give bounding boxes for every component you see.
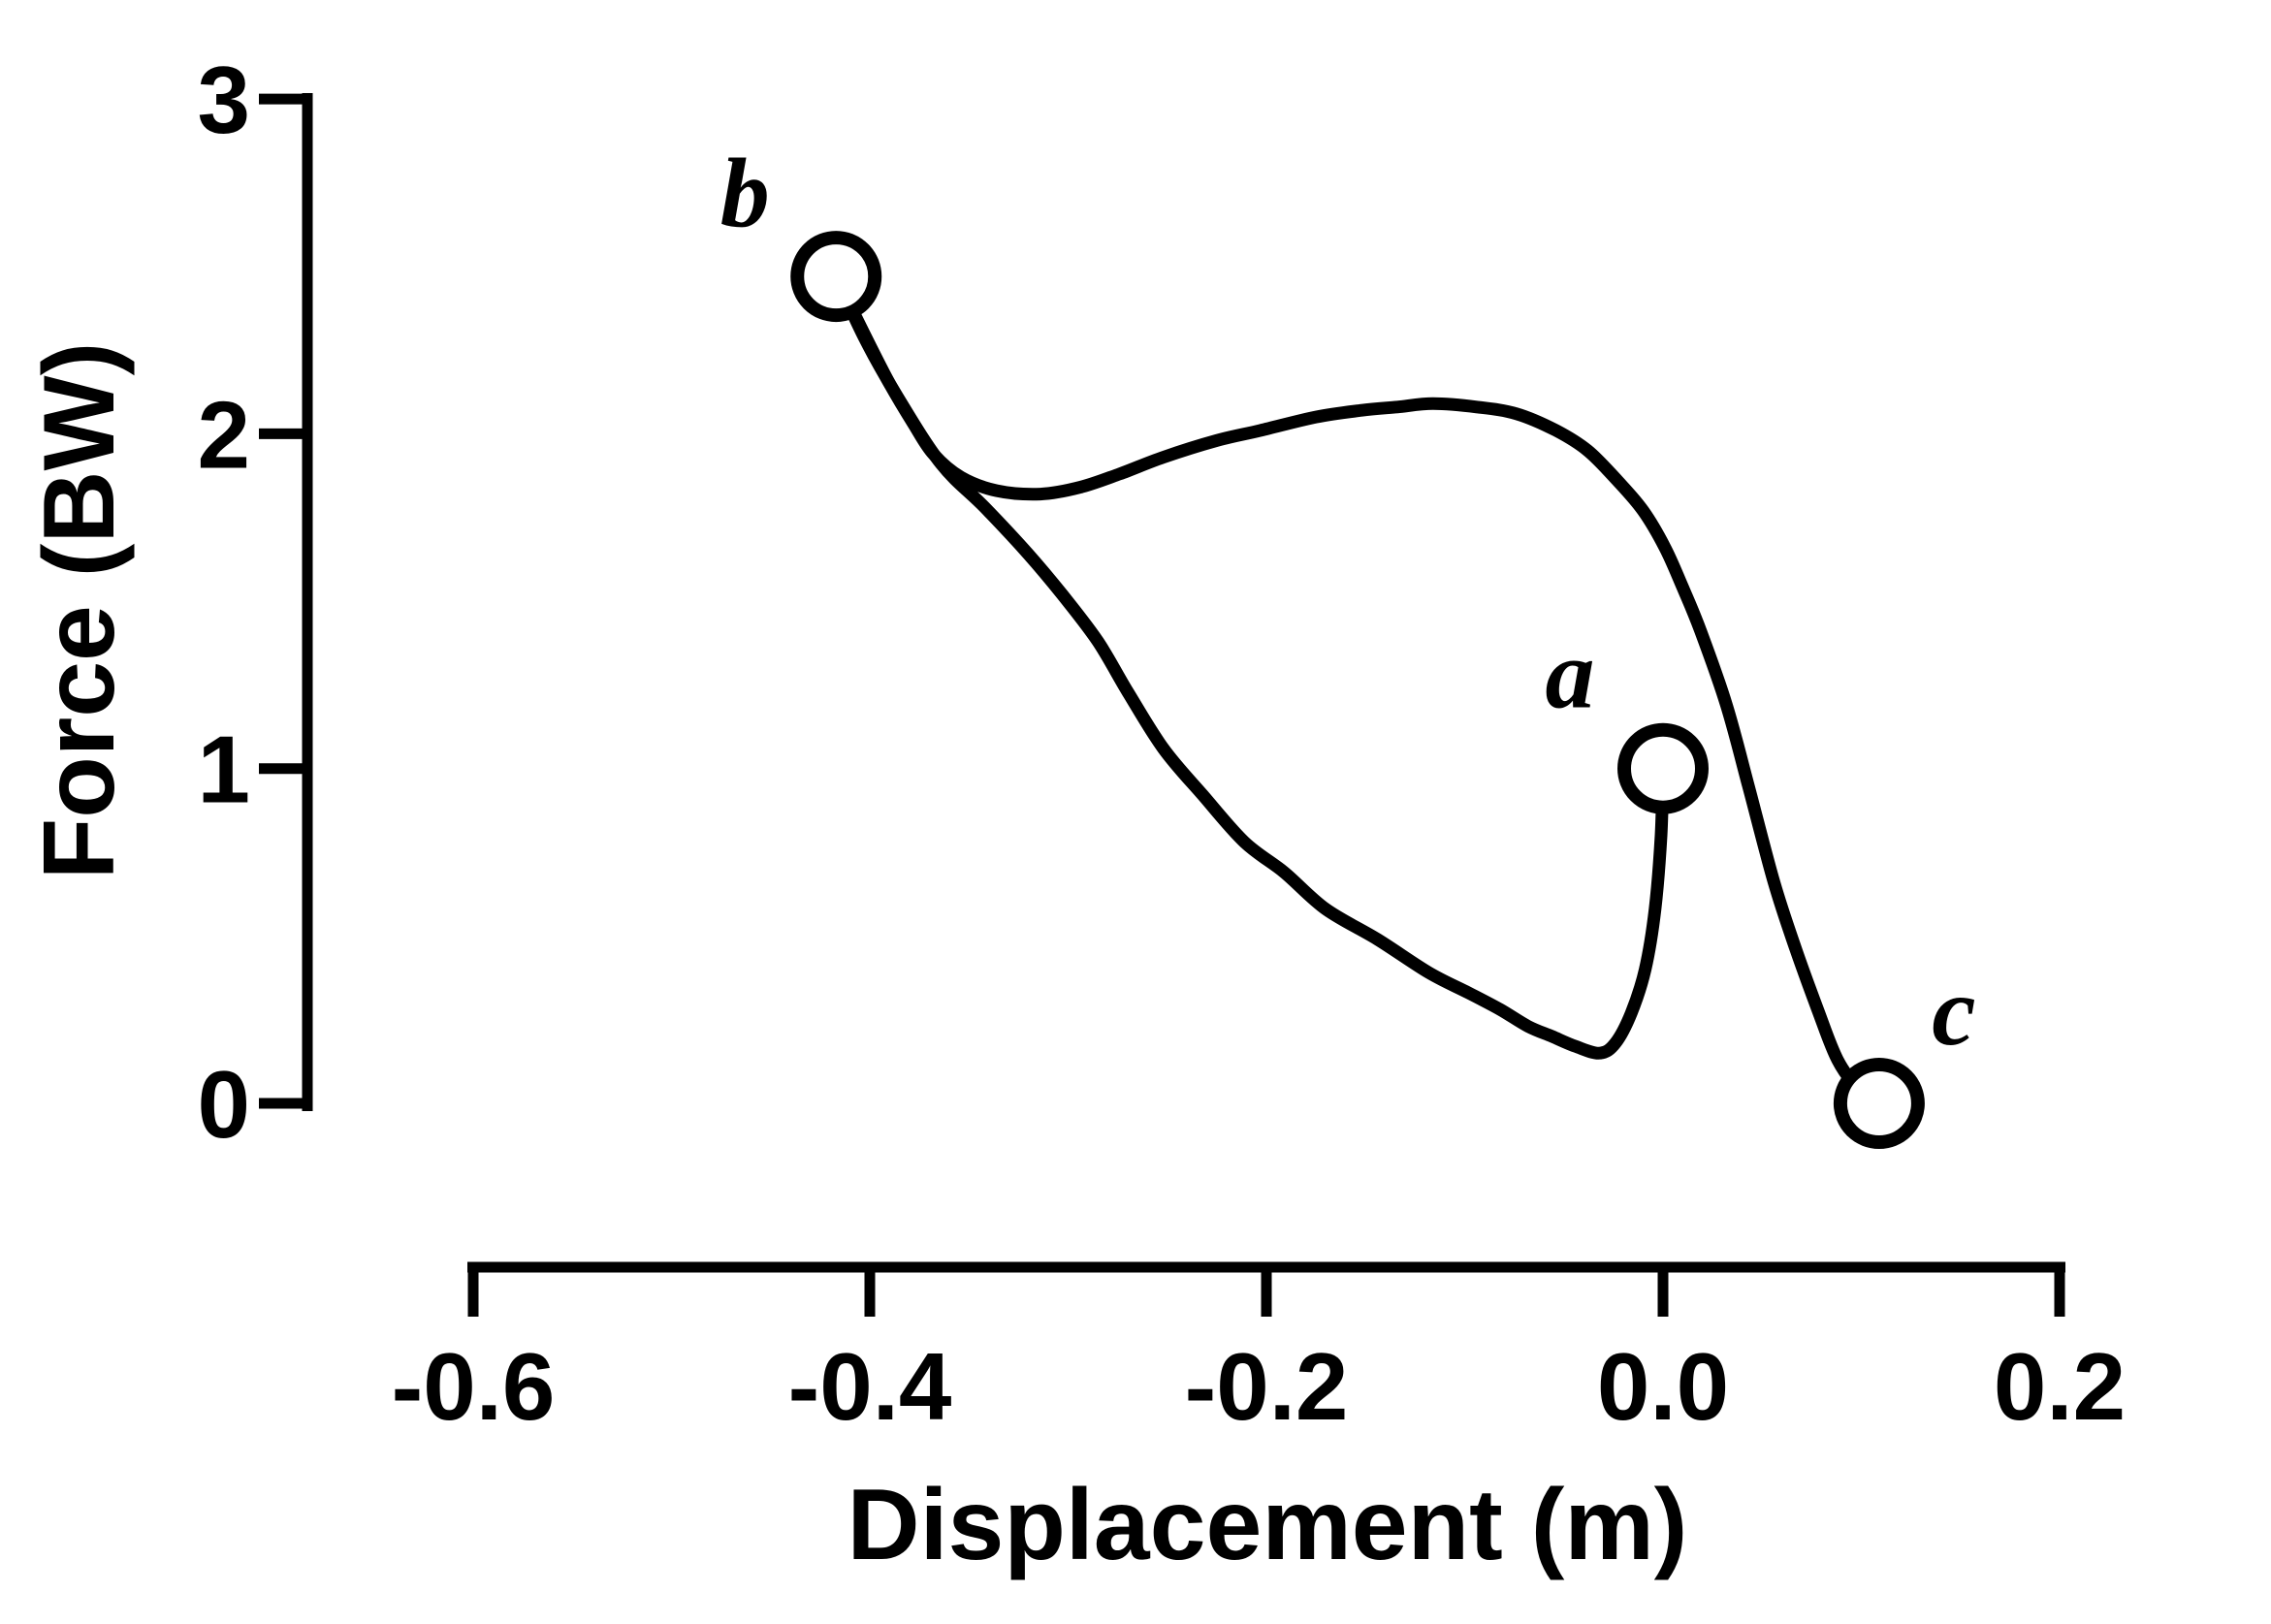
x-axis-tick-label: -0.2 bbox=[1185, 1333, 1349, 1440]
curve-a-to-b bbox=[829, 270, 1670, 1060]
x-axis-tick-label: 0.0 bbox=[1597, 1333, 1729, 1440]
x-axis-tick-label: 0.2 bbox=[1994, 1333, 2126, 1440]
x-axis-title: Displacement (m) bbox=[848, 1469, 1688, 1581]
y-axis-tick-label: 1 bbox=[197, 716, 250, 823]
y-axis-title: Force (BW) bbox=[23, 342, 136, 880]
y-axis-tick-label: 2 bbox=[197, 381, 250, 488]
point-label-a: a bbox=[1546, 621, 1595, 730]
curve-b-to-c bbox=[829, 270, 1886, 1110]
point-label-b: b bbox=[720, 139, 770, 248]
point-label-c: c bbox=[1932, 957, 1975, 1067]
marker-c bbox=[1833, 1058, 1925, 1149]
y-axis-tick-label: 3 bbox=[197, 47, 250, 153]
marker-b bbox=[790, 231, 882, 323]
y-axis-tick-label: 0 bbox=[197, 1051, 250, 1158]
marker-a bbox=[1617, 722, 1709, 814]
x-axis-tick-label: -0.4 bbox=[788, 1333, 952, 1440]
x-axis-tick-label: -0.6 bbox=[392, 1333, 556, 1440]
